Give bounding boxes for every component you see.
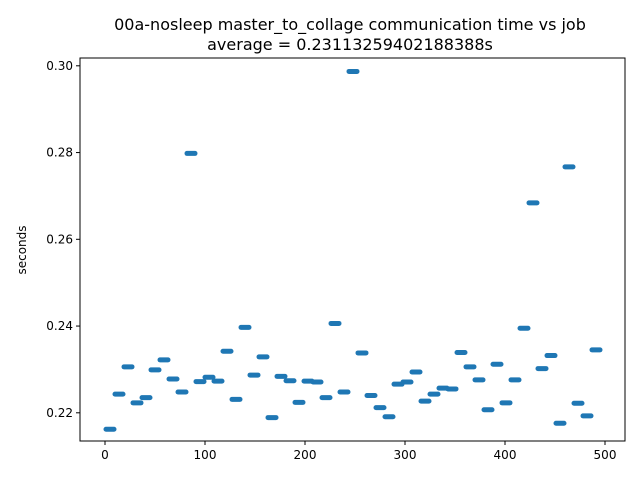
x-tick-label: 500 [594, 448, 617, 462]
chart-title: 00a-nosleep master_to_collage communicat… [114, 15, 586, 35]
chart-subtitle: average = 0.23113259402188388s [207, 35, 493, 54]
x-tick-label: 100 [194, 448, 217, 462]
y-axis-label: seconds [15, 225, 29, 274]
y-tick-label: 0.28 [46, 146, 73, 160]
x-tick-label: 200 [294, 448, 317, 462]
y-tick-label: 0.26 [46, 232, 73, 246]
x-tick-label: 400 [494, 448, 517, 462]
plot-frame [79, 57, 626, 442]
plot-area: 0 100 200 300 400 500 0.22 0.24 0.26 0.28 0.30 [46, 57, 626, 462]
y-tick-label: 0.30 [46, 59, 73, 73]
y-tick-label: 0.22 [46, 406, 73, 420]
y-tick-label: 0.24 [46, 319, 73, 333]
x-tick-label: 300 [394, 448, 417, 462]
x-tick-label: 0 [101, 448, 109, 462]
